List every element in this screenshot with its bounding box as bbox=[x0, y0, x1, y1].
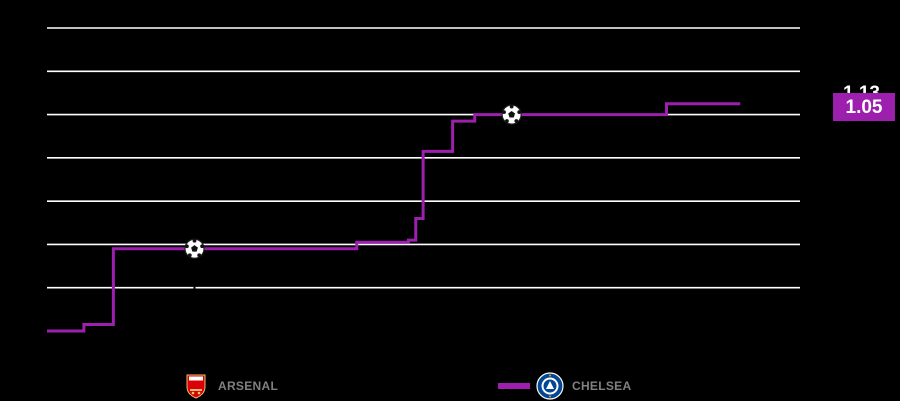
series-line-chelsea bbox=[47, 102, 741, 333]
goal-ball-icon bbox=[501, 104, 522, 155]
legend-label-chelsea: CHELSEA bbox=[572, 379, 632, 393]
legend-label-arsenal: ARSENAL bbox=[218, 379, 279, 393]
chart-series bbox=[47, 102, 755, 333]
legend-swatch-chelsea bbox=[498, 383, 530, 389]
goal-ball-icon bbox=[184, 238, 205, 289]
arsenal-crest-icon bbox=[186, 374, 206, 399]
legend-item-chelsea: CHELSEA bbox=[498, 372, 631, 400]
goal-markers bbox=[184, 104, 522, 289]
legend-item-arsenal: ARSENAL bbox=[182, 372, 278, 400]
chelsea-final-xg-label: 1.05 bbox=[833, 93, 895, 121]
chelsea-crest-icon bbox=[536, 372, 564, 400]
